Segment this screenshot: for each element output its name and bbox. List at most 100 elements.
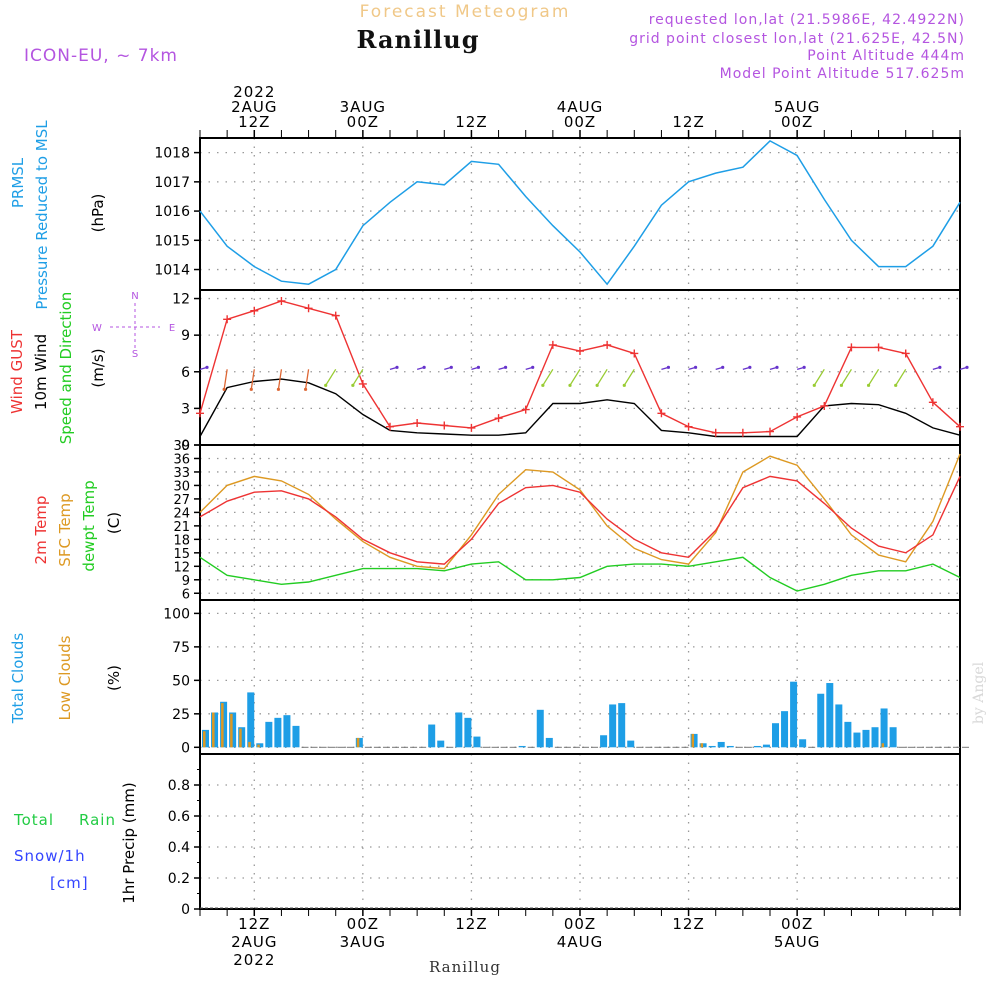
model-label: ICON-EU, ~ 7km [24, 46, 178, 66]
top-time-label: 12Z [238, 113, 270, 131]
wind-gust-marker [956, 422, 964, 431]
point-altitude: Point Altitude 444m [807, 48, 965, 64]
precip-label-cm: [cm] [50, 874, 89, 892]
clouds-label-1: Total Clouds [9, 633, 27, 725]
wind-direction-arrowhead [938, 365, 942, 369]
total-cloud-bar [781, 711, 789, 748]
precip-ytick-label: 0.4 [168, 840, 190, 856]
temp-ytick-label: 39 [173, 439, 190, 454]
total-cloud-bar [726, 745, 734, 748]
wind-gust-marker [467, 423, 476, 432]
precip-ytick-label: 0.2 [168, 871, 190, 887]
wind-unit: (m/s) [89, 348, 107, 387]
wind-gust-marker [548, 340, 557, 349]
wind-direction-arrowhead [666, 365, 671, 369]
wind-direction-arrowhead [802, 365, 806, 369]
wind-direction-arrowhead [449, 365, 453, 369]
low-cloud-bar [212, 712, 215, 748]
clouds-ytick-label: 100 [163, 606, 190, 622]
wind-gust-marker [603, 340, 612, 349]
wind-direction-arrowhead [476, 365, 481, 369]
temp-ytick-label: 30 [173, 479, 190, 494]
temp-ytick-label: 33 [173, 466, 190, 481]
wind-gust-marker [576, 347, 584, 356]
bottom-time-label: 00Z [564, 915, 596, 933]
total-cloud-bar [265, 721, 273, 748]
wind-direction-arrow [840, 368, 852, 386]
wind-direction-arrowhead [324, 383, 328, 387]
precip-ytick-label: 0.6 [168, 809, 190, 825]
total-cloud-bar [464, 717, 472, 748]
low-cloud-bar [691, 733, 695, 748]
bottom-time-label: 2022 [233, 951, 275, 969]
wind-gust-marker [440, 421, 449, 430]
temp-2m-line [199, 475, 961, 565]
wind-direction-arrowhead [351, 383, 355, 387]
wind-speed-line [199, 378, 961, 438]
wind-direction-arrow [623, 368, 635, 386]
wind-gust-marker [196, 409, 204, 418]
footer-station: Ranillug [429, 958, 501, 976]
temp-ytick-label: 6 [182, 587, 190, 602]
total-cloud-bar [853, 732, 861, 748]
pressure-ytick-label: 1018 [154, 146, 190, 162]
wind-gust-marker [413, 419, 422, 428]
temp-ytick-label: 27 [173, 493, 190, 508]
subtitle: Forecast Meteogram [360, 2, 571, 22]
bottom-time-label: 5AUG [774, 933, 820, 951]
low-cloud-bar [248, 741, 251, 748]
compass-east: E [169, 323, 175, 334]
station-title: Ranillug [356, 25, 479, 54]
wind-gust-marker [684, 422, 693, 431]
wind-direction-arrowhead [422, 365, 426, 369]
total-cloud-bar [826, 683, 834, 748]
low-cloud-bar [356, 737, 360, 748]
pressure-ytick-label: 1014 [154, 263, 190, 279]
wind-ytick-label: 0 [181, 438, 190, 454]
temp-ytick-label: 21 [173, 520, 190, 535]
pressure-ytick-label: 1016 [154, 204, 190, 220]
wind-direction-arrowhead [894, 383, 898, 387]
wind-direction-arrowhead [866, 383, 871, 387]
top-time-label: 3AUG [340, 98, 386, 116]
wind-direction-arrow [352, 368, 364, 386]
wind-label-3: Speed and Direction [57, 292, 75, 445]
precip-ytick-label: 0.8 [168, 778, 190, 794]
wind-gust-marker [711, 428, 720, 437]
wind-direction-arrowhead [531, 365, 535, 369]
bottom-time-label: 12Z [672, 915, 704, 933]
wind-gust-marker [304, 304, 313, 313]
wind-direction-arrow [895, 368, 907, 386]
wind-gust-marker [901, 349, 910, 358]
pressure-line [199, 139, 961, 286]
compass-north: N [131, 291, 138, 302]
total-cloud-bar [844, 721, 852, 748]
wind-direction-arrowhead [249, 387, 253, 391]
wind-direction-arrowhead [205, 365, 209, 369]
bottom-time-label: 00Z [347, 915, 379, 933]
total-cloud-bar [880, 708, 888, 748]
plot-area: 1014101510161017101803691269121518212427… [154, 83, 969, 969]
total-cloud-bar [790, 681, 798, 748]
requested-coords: requested lon,lat (21.5986E, 42.4922N) [649, 12, 965, 28]
wind-gust-marker [766, 427, 774, 436]
compass-west: W [92, 323, 102, 334]
total-cloud-bar [473, 736, 481, 748]
wind-gust-marker [494, 414, 503, 423]
wind-ytick-label: 6 [181, 365, 190, 381]
total-cloud-bar [862, 729, 870, 748]
wind-direction-arrow [569, 368, 581, 386]
low-cloud-bar [203, 731, 206, 748]
wind-gust-marker [386, 422, 394, 431]
wind-direction-arrowhead [503, 365, 508, 369]
pressure-frame [199, 137, 961, 291]
clouds-ytick-label: 25 [172, 707, 190, 723]
top-time-label: 2022 [233, 83, 275, 101]
clouds-ytick-label: 75 [172, 640, 190, 656]
clouds-unit: (%) [105, 665, 123, 691]
low-cloud-bar [881, 743, 885, 748]
low-cloud-bar [230, 713, 233, 748]
total-cloud-bar [518, 745, 526, 748]
wind-direction-arrowhead [812, 383, 816, 387]
